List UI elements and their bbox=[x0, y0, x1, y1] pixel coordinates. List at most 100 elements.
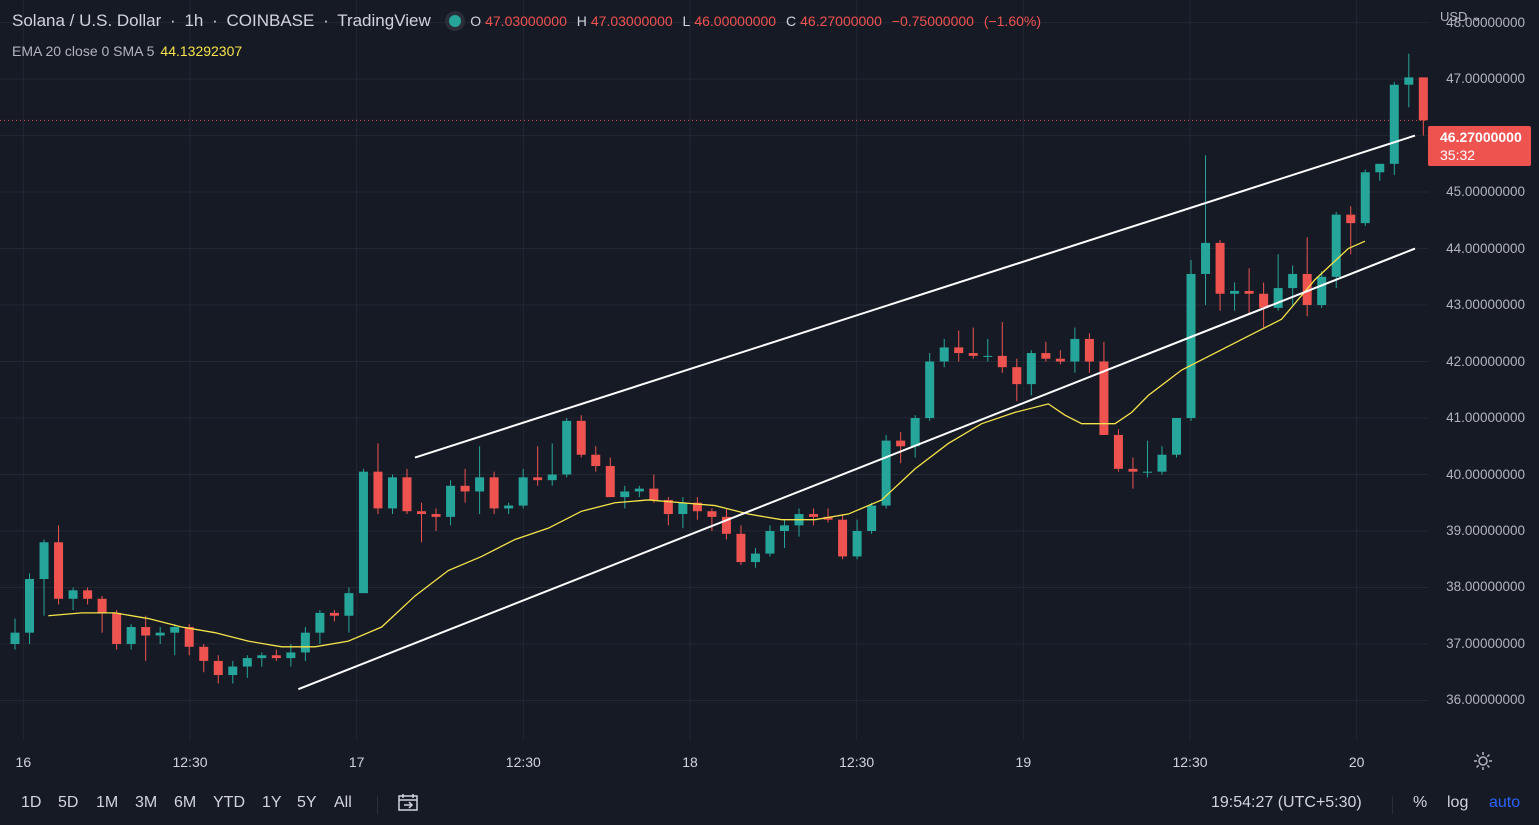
candle-body bbox=[1389, 84, 1399, 164]
chevron-down-icon: ⌄ bbox=[1471, 9, 1482, 24]
price-tick-label: 48.00000000 bbox=[1446, 14, 1525, 30]
range-button-1m[interactable]: 1M bbox=[96, 794, 119, 811]
candle-body bbox=[39, 542, 49, 580]
candle-body bbox=[97, 598, 107, 613]
candle-body bbox=[170, 627, 180, 633]
candle-body bbox=[547, 474, 557, 481]
ohlc-values: O 47.03000000 H 47.03000000 L 46.00000000 C… bbox=[470, 13, 1042, 29]
candle-body bbox=[881, 440, 891, 506]
divider bbox=[377, 796, 378, 814]
candle-body bbox=[315, 612, 325, 633]
candle-body bbox=[533, 477, 543, 481]
change-percent: (−1.60%) bbox=[983, 13, 1042, 29]
candle-body bbox=[1012, 367, 1022, 385]
candle-body bbox=[649, 488, 659, 500]
candle-body bbox=[605, 466, 615, 498]
candle-body bbox=[678, 502, 688, 515]
candle-body bbox=[1331, 214, 1341, 277]
candle-body bbox=[141, 627, 151, 636]
log-scale-toggle[interactable]: log bbox=[1447, 794, 1469, 811]
range-button-6m[interactable]: 6M bbox=[174, 794, 197, 811]
candle-body bbox=[765, 530, 775, 554]
candle-body bbox=[910, 418, 920, 447]
range-button-5y[interactable]: 5Y bbox=[297, 794, 317, 811]
candle-body bbox=[504, 505, 514, 509]
candle-body bbox=[1215, 242, 1225, 294]
time-tick-label: 17 bbox=[348, 754, 365, 770]
range-button-1y[interactable]: 1Y bbox=[262, 794, 282, 811]
candle-body bbox=[1055, 358, 1065, 362]
time-tick-label: 18 bbox=[682, 754, 698, 770]
candle-body bbox=[634, 488, 644, 492]
candle-body bbox=[242, 658, 252, 667]
range-button-5d[interactable]: 5D bbox=[58, 794, 79, 811]
price-tick-label: 39.00000000 bbox=[1446, 522, 1525, 538]
candle-body bbox=[576, 420, 586, 455]
percent-scale-toggle[interactable]: % bbox=[1413, 794, 1428, 811]
candle-body bbox=[1346, 214, 1356, 224]
candle-body bbox=[925, 361, 935, 419]
auto-scale-toggle[interactable]: auto bbox=[1489, 794, 1521, 811]
candle-body bbox=[228, 666, 238, 676]
candle-body bbox=[402, 477, 412, 512]
clock-timezone[interactable]: 19:54:27 (UTC+5:30) bbox=[1211, 794, 1362, 811]
candle-body bbox=[1026, 353, 1036, 385]
range-button-3m[interactable]: 3M bbox=[135, 794, 158, 811]
candle-body bbox=[1273, 288, 1283, 308]
indicator-legend[interactable]: EMA 20 close 0 SMA 5 44.13292307 bbox=[12, 43, 242, 59]
candle-body bbox=[1375, 163, 1385, 173]
candle-body bbox=[852, 530, 862, 557]
open-value: 47.03000000 bbox=[485, 13, 567, 29]
candle-body bbox=[1418, 77, 1428, 121]
candle-body bbox=[1099, 361, 1109, 435]
candle-body bbox=[692, 502, 702, 512]
candle-body bbox=[939, 347, 949, 362]
candle-body bbox=[271, 655, 281, 659]
currency-selector[interactable]: USD ⌄ bbox=[1440, 9, 1482, 24]
price-chart[interactable] bbox=[0, 0, 1428, 740]
candle-body bbox=[431, 514, 441, 517]
interval-label[interactable]: 1h bbox=[184, 11, 204, 30]
candle-body bbox=[867, 505, 877, 531]
candle-body bbox=[112, 612, 122, 644]
price-tick-label: 42.00000000 bbox=[1446, 353, 1525, 369]
candle-body bbox=[518, 477, 528, 506]
price-axis[interactable]: 48.0000000047.0000000046.0000000045.0000… bbox=[1428, 0, 1539, 740]
candle-body bbox=[489, 477, 499, 509]
go-to-date-icon[interactable] bbox=[397, 793, 419, 813]
time-tick-label: 20 bbox=[1348, 754, 1365, 770]
price-tick-label: 37.00000000 bbox=[1446, 635, 1525, 651]
candle-body bbox=[286, 652, 296, 659]
candle-body bbox=[780, 525, 790, 531]
candle-body bbox=[10, 632, 20, 644]
gear-icon[interactable] bbox=[1472, 750, 1494, 772]
time-tick-label: 12:30 bbox=[1172, 754, 1208, 770]
candle-body bbox=[1070, 338, 1080, 362]
lower-trendline bbox=[297, 247, 1416, 691]
candle-body bbox=[417, 511, 427, 515]
candle-body bbox=[663, 499, 673, 515]
range-button-all[interactable]: All bbox=[334, 794, 352, 811]
candle-body bbox=[736, 533, 746, 563]
indicator-label: EMA 20 close 0 SMA 5 bbox=[12, 43, 155, 59]
candle-body bbox=[562, 420, 572, 475]
candle-body bbox=[1113, 434, 1123, 469]
candle-body bbox=[387, 477, 397, 509]
price-tick-label: 36.00000000 bbox=[1446, 692, 1525, 708]
candle-body bbox=[54, 542, 64, 599]
time-tick-label: 12:30 bbox=[172, 754, 208, 770]
close-value: 46.27000000 bbox=[800, 13, 882, 29]
price-tick-label: 41.00000000 bbox=[1446, 410, 1525, 425]
time-axis[interactable]: 16 12:30 17 12:30 18 12:30 19 12:30 20 bbox=[0, 740, 1428, 784]
candle-body bbox=[257, 655, 267, 659]
range-button-ytd[interactable]: YTD bbox=[213, 794, 245, 811]
price-tick-label: 43.00000000 bbox=[1446, 297, 1525, 313]
range-button-1d[interactable]: 1D bbox=[21, 794, 42, 811]
market-status-icon bbox=[449, 15, 462, 27]
candle-body bbox=[83, 590, 93, 599]
candle-body bbox=[1259, 293, 1269, 308]
candle-body bbox=[184, 627, 194, 647]
candle-body bbox=[809, 514, 819, 517]
price-tick-label: 38.00000000 bbox=[1446, 579, 1525, 595]
symbol-title[interactable]: Solana / U.S. Dollar bbox=[12, 11, 162, 30]
